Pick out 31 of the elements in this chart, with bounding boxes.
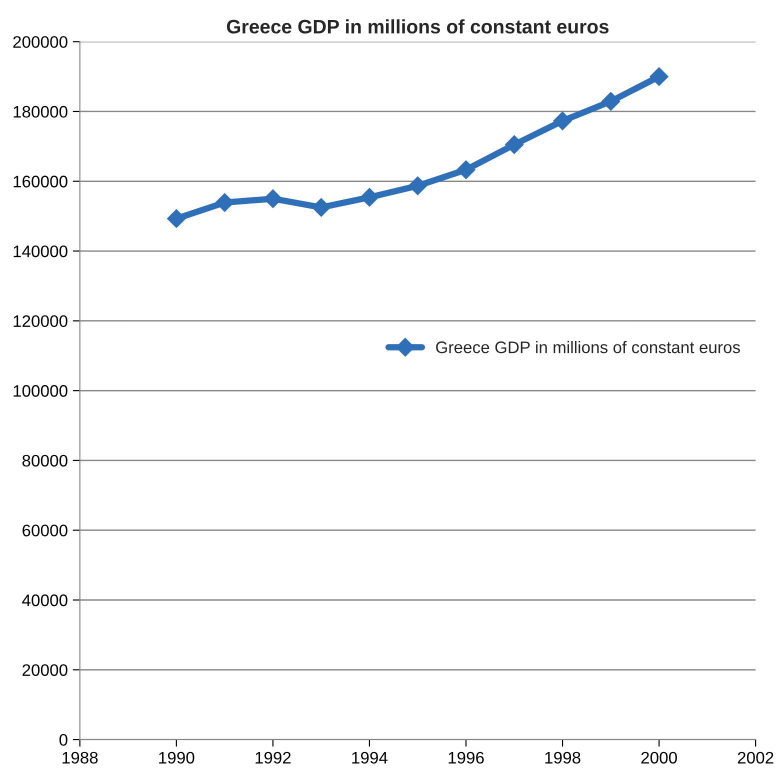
- point: [601, 92, 620, 111]
- point: [312, 198, 331, 217]
- y-tick-label: 0: [59, 734, 68, 746]
- point: [264, 189, 282, 208]
- y-tick-label: 100000: [14, 385, 68, 397]
- point: [504, 135, 524, 154]
- x-tick-label: 1996: [448, 752, 484, 764]
- y-tick-label: 20000: [22, 664, 68, 676]
- point: [167, 209, 186, 228]
- point: [650, 67, 668, 86]
- y-tick-label: 160000: [14, 176, 68, 188]
- y-tick-label: 120000: [14, 315, 68, 328]
- x-tick-label: 2000: [641, 752, 677, 764]
- x-tick-label: 1990: [159, 752, 194, 764]
- x-tick-label: 1992: [256, 752, 291, 764]
- y-tick-label: 140000: [14, 245, 68, 258]
- point: [456, 160, 476, 180]
- y-tick-label: 200000: [13, 36, 68, 48]
- y-tick-label: 80000: [22, 454, 68, 467]
- legend-label: Greece GDP in millions of constant euros: [436, 340, 740, 354]
- y-tick-label: 180000: [14, 106, 68, 118]
- point: [408, 176, 428, 196]
- point: [553, 112, 572, 130]
- y-tick-label: 40000: [22, 594, 68, 606]
- y-tick-label: 60000: [22, 524, 68, 536]
- point: [360, 188, 379, 207]
- chart-title: Greece GDP in millions of constant euros: [226, 19, 609, 34]
- x-tick-label: 2002: [738, 752, 774, 764]
- x-tick-label: 1988: [62, 752, 98, 764]
- x-tick-label: 1994: [352, 752, 388, 764]
- x-tick-label: 1998: [545, 752, 580, 764]
